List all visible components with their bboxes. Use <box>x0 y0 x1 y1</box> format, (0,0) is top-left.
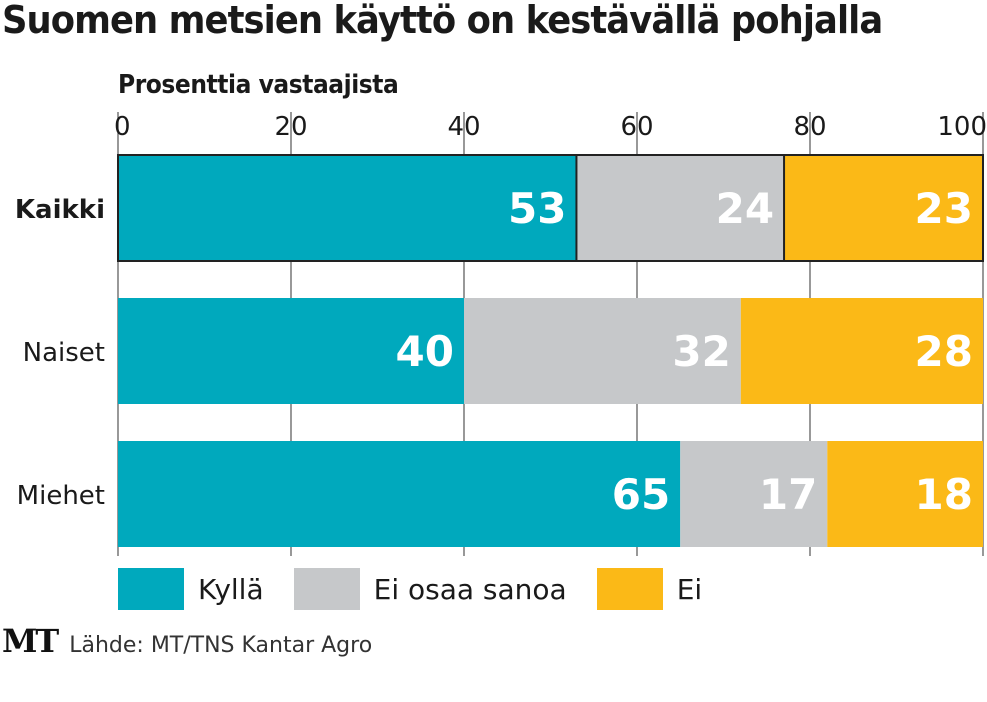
chart-title: Suomen metsien käyttö on kestävällä pohj… <box>2 0 883 42</box>
source-line: MT Lähde: MT/TNS Kantar Agro <box>2 622 372 660</box>
data-label-naiset-2: 28 <box>915 327 973 376</box>
tick-label-80: 80 <box>793 112 826 142</box>
data-label-naiset-1: 32 <box>672 327 730 376</box>
tick-label-20: 20 <box>274 112 307 142</box>
data-label-miehet-1: 17 <box>759 470 817 519</box>
tick-label-0: 0 <box>114 112 131 142</box>
data-label-miehet-2: 18 <box>915 470 973 519</box>
tick-label-40: 40 <box>447 112 480 142</box>
data-label-kaikki-1: 24 <box>716 184 774 233</box>
bar-segment-kaikki-0 <box>118 155 577 261</box>
legend-label: Kyllä <box>198 572 264 606</box>
category-label-naiset: Naiset <box>23 338 105 368</box>
legend: Kyllä Ei osaa sanoa Ei <box>118 568 732 610</box>
legend-swatch <box>293 568 360 610</box>
tick-label-100: 100 <box>937 112 987 142</box>
mt-logo: MT <box>2 622 59 660</box>
bar-segment-naiset-1 <box>464 298 741 404</box>
legend-swatch <box>596 568 663 610</box>
category-label-miehet: Miehet <box>17 481 105 511</box>
bar-segment-naiset-2 <box>740 298 983 404</box>
bar-segment-kaikki-2 <box>784 155 983 261</box>
source-text: Lähde: MT/TNS Kantar Agro <box>69 633 373 658</box>
tick-label-60: 60 <box>620 112 653 142</box>
bar-outline-kaikki <box>117 154 984 262</box>
legend-swatch <box>118 568 184 610</box>
legend-item-ei: Ei <box>596 568 703 610</box>
legend-label: Ei osaa sanoa <box>373 572 567 606</box>
legend-item-ei-osaa-sanoa: Ei osaa sanoa <box>293 568 567 610</box>
data-label-naiset-0: 40 <box>396 327 454 376</box>
bar-segment-naiset-0 <box>118 298 464 404</box>
category-label-kaikki: Kaikki <box>15 195 105 225</box>
bar-segment-miehet-1 <box>680 441 828 547</box>
data-label-miehet-0: 65 <box>612 470 670 519</box>
data-label-kaikki-0: 53 <box>508 184 566 233</box>
bar-segment-miehet-2 <box>827 441 983 547</box>
legend-label: Ei <box>676 572 703 606</box>
legend-item-kylla: Kyllä <box>118 568 264 610</box>
bar-segment-kaikki-1 <box>576 155 785 261</box>
bar-segment-miehet-0 <box>118 441 681 547</box>
axis-label: Prosenttia vastaajista <box>118 70 399 100</box>
data-label-kaikki-2: 23 <box>915 184 973 233</box>
